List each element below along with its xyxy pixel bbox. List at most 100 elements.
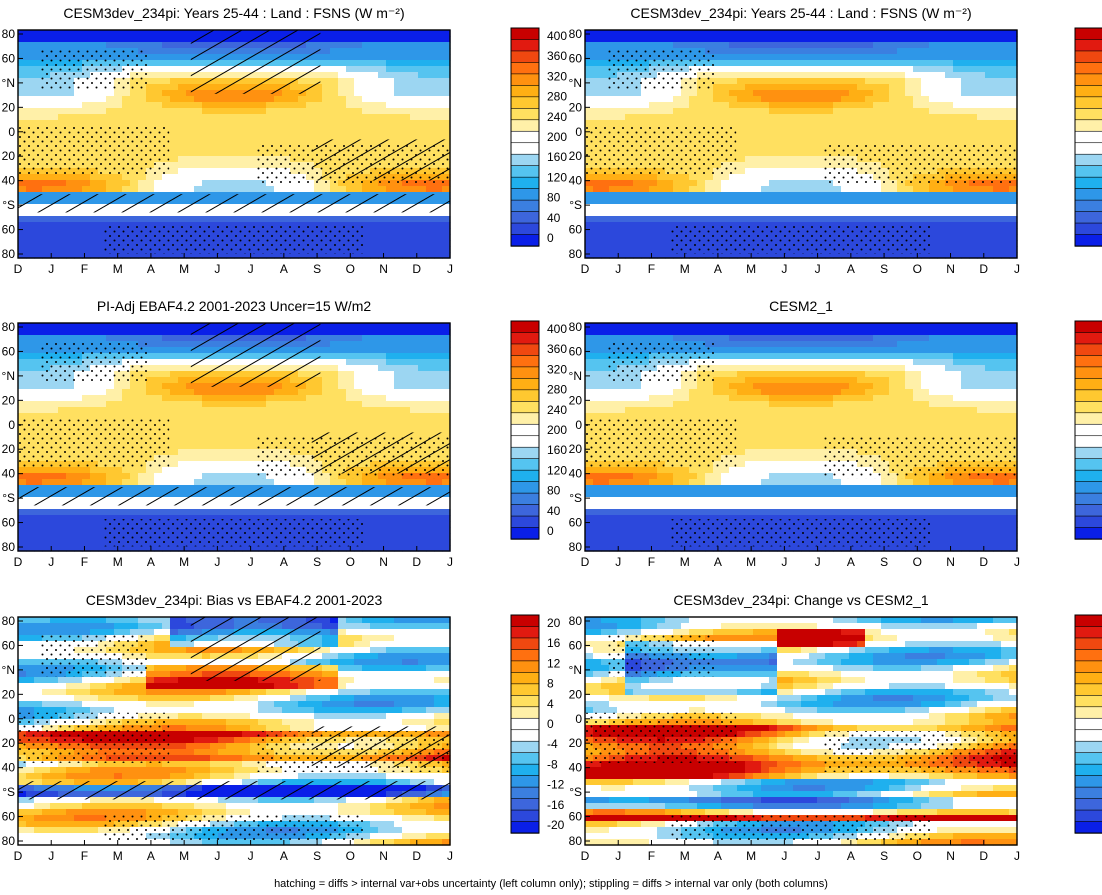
field-cell [825,30,834,37]
field-cell [26,210,35,217]
field-cell [689,192,698,199]
field-cell [889,138,898,145]
field-cell [833,186,842,193]
field-cell [154,407,163,414]
field-cell [977,252,986,259]
field-cell [817,150,826,157]
field-cell [330,42,339,49]
field-cell [114,210,123,217]
field-cell [937,234,946,241]
y-tick-label: 80 [2,27,16,41]
field-cell [18,42,27,49]
field-cell [194,162,203,169]
field-cell [434,246,443,253]
field-cell [298,210,307,217]
field-cell [593,48,602,55]
field-cell [985,42,994,49]
field-cell [178,84,187,91]
field-cell [50,479,59,486]
field-cell [841,36,850,43]
field-cell [34,347,43,354]
field-cell [82,395,91,402]
field-cell [346,216,355,223]
y-tick-label: 40 [2,174,16,188]
field-cell [793,78,802,85]
field-cell [585,48,594,55]
field-cell [194,150,203,157]
field-cell [386,246,395,253]
field-cell [74,335,83,342]
field-cell [937,252,946,259]
field-cell [801,138,810,145]
field-cell [138,413,147,420]
x-tick-label: M [746,262,756,276]
field-cell [82,545,91,552]
field-cell [833,138,842,145]
field-cell [338,84,347,91]
colorbar-swatch [1074,27,1102,41]
stippling [18,125,170,176]
field-cell [777,114,786,121]
field-cell [210,168,219,175]
field-cell [442,30,451,37]
field-cell [194,120,203,127]
field-cell [953,138,962,145]
x-tick-label: D [979,262,988,276]
field-cell [601,90,610,97]
field-cell [729,210,738,217]
field-cell [609,102,618,109]
field-cell [897,96,906,103]
field-cell [122,102,131,109]
field-cell [761,204,770,211]
field-cell [146,377,155,384]
field-cell [641,240,650,247]
field-cell [66,174,75,181]
field-cell [18,240,27,247]
field-cell [154,479,163,486]
field-cell [18,246,27,253]
field-cell [154,389,163,396]
field-cell [705,198,714,205]
field-cell [386,234,395,241]
field-cell [1001,108,1010,115]
field-cell [130,186,139,193]
field-cell [290,222,299,229]
field-cell [833,96,842,103]
field-cell [657,174,666,181]
field-cell [306,252,315,259]
field-cell [673,90,682,97]
field-cell [42,240,51,247]
field-cell [210,150,219,157]
field-cell [985,222,994,229]
field-cell [593,204,602,211]
field-cell [354,222,363,229]
field-cell [162,467,171,474]
field-cell [122,90,131,97]
field-cell [178,72,187,79]
field-cell [154,515,163,522]
field-cell [74,216,83,223]
field-cell [897,54,906,61]
field-cell [162,479,171,486]
field-cell [194,180,203,187]
field-cell [42,467,51,474]
field-cell [218,252,227,259]
field-cell [58,120,67,127]
field-cell [993,120,1002,127]
field-cell [186,174,195,181]
field-cell [761,198,770,205]
field-cell [1009,84,1018,91]
field-cell [673,102,682,109]
field-cell [849,132,858,139]
field-cell [130,509,139,516]
field-cell [1001,210,1010,217]
field-cell [601,96,610,103]
field-cell [186,144,195,151]
field-cell [394,96,403,103]
field-cell [993,198,1002,205]
field-cell [394,240,403,247]
field-cell [753,144,762,151]
field-cell [410,66,419,73]
field-cell [977,48,986,55]
field-cell [737,120,746,127]
